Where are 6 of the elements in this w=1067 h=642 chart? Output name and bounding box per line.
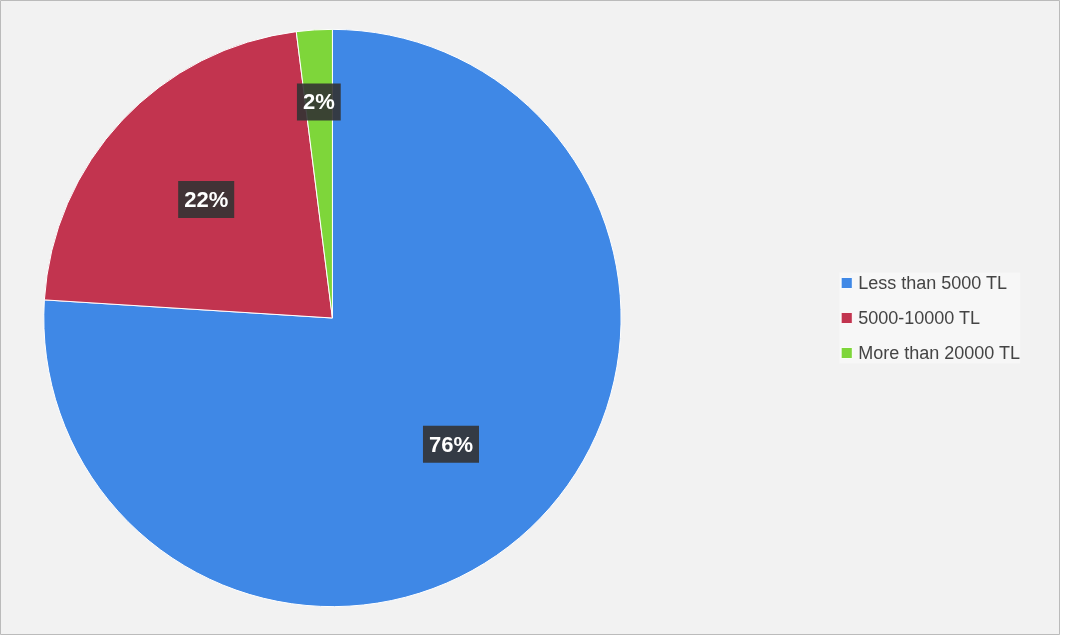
legend-label: Less than 5000 TL [858,272,1007,293]
data-label: 22% [184,186,229,212]
data-label: 2% [302,89,335,115]
legend-label: 5000-10000 TL [858,307,980,328]
data-label: 76% [428,431,474,457]
legend-label: More than 20000 TL [858,342,1020,363]
